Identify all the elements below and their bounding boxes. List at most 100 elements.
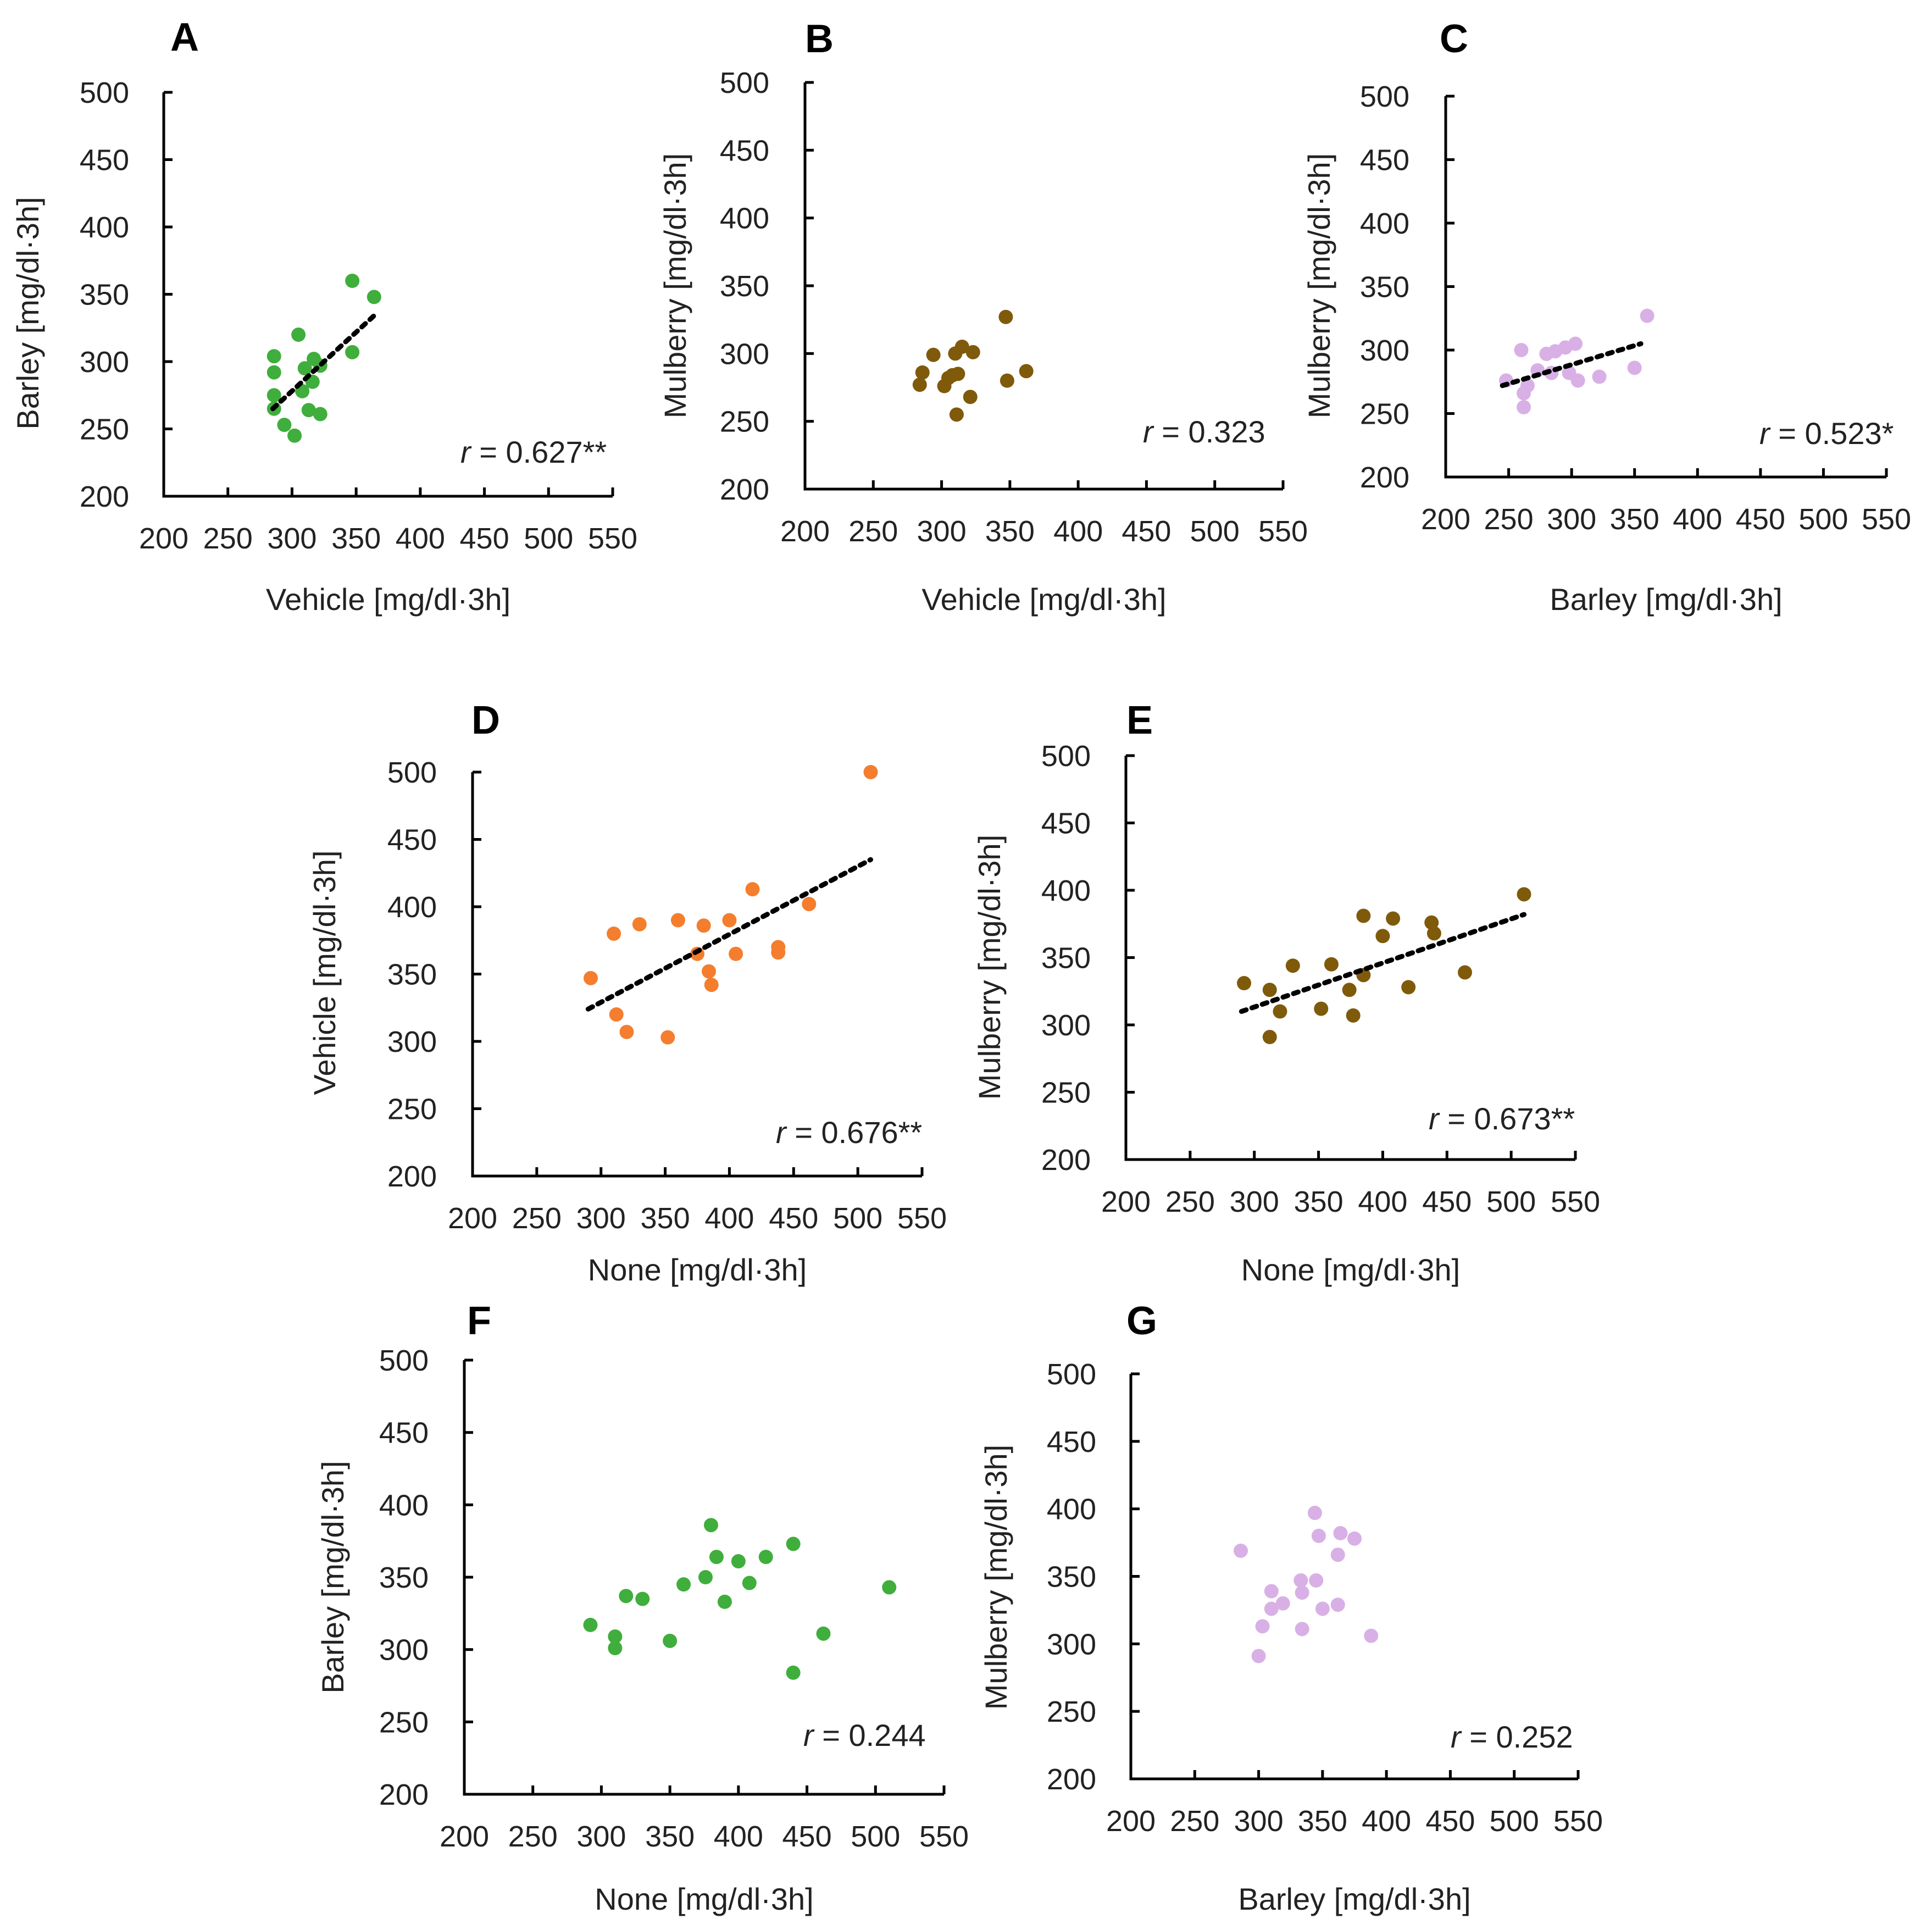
- data-point: [926, 347, 941, 362]
- y-tick-label: 450: [720, 134, 769, 167]
- data-point: [267, 365, 281, 380]
- x-axis-title: None [mg/dl·3h]: [1241, 1252, 1460, 1287]
- data-point: [609, 1007, 624, 1022]
- x-tick-label: 550: [1551, 1185, 1600, 1218]
- x-tick-label: 450: [769, 1202, 818, 1235]
- data-point: [863, 765, 878, 779]
- correlation-label: r = 0.676**: [776, 1115, 922, 1150]
- data-point: [267, 349, 281, 364]
- data-point: [1426, 926, 1441, 941]
- correlation-value: = 0.676**: [786, 1115, 923, 1150]
- data-point: [1424, 915, 1439, 930]
- data-point: [912, 378, 927, 392]
- y-tick-label: 450: [80, 144, 129, 177]
- y-tick-label: 350: [387, 958, 437, 991]
- x-tick-label: 300: [917, 515, 967, 548]
- x-tick-label: 350: [331, 522, 381, 555]
- x-tick-label: 400: [1053, 515, 1103, 548]
- data-point: [948, 346, 963, 361]
- x-tick-label: 250: [848, 515, 898, 548]
- y-tick-label: 250: [80, 413, 129, 446]
- data-point: [915, 365, 930, 380]
- correlation-value: = 0.523*: [1770, 416, 1894, 451]
- correlation-label: r = 0.244: [803, 1718, 926, 1752]
- panel-letter: C: [1440, 17, 1468, 61]
- data-point: [287, 428, 302, 443]
- data-point: [702, 964, 717, 979]
- data-point: [1539, 346, 1554, 361]
- x-tick-label: 450: [1122, 515, 1171, 548]
- x-axis-title: Barley [mg/dl·3h]: [1238, 1882, 1470, 1916]
- correlation-symbol: r: [1429, 1101, 1440, 1136]
- data-point: [722, 913, 737, 928]
- x-tick-label: 350: [645, 1820, 695, 1853]
- data-point: [1333, 1526, 1348, 1540]
- x-tick-label: 200: [440, 1820, 489, 1853]
- data-point: [277, 418, 292, 432]
- y-axis-title: Mulberry [mg/dl·3h]: [658, 153, 692, 418]
- x-tick-label: 250: [512, 1202, 562, 1235]
- data-point: [1237, 976, 1252, 991]
- data-point: [1309, 1573, 1324, 1588]
- x-tick-label: 200: [780, 515, 830, 548]
- x-tick-label: 500: [1190, 515, 1240, 548]
- correlation-value: = 0.323: [1153, 414, 1265, 449]
- y-tick-label: 450: [379, 1417, 429, 1450]
- data-point: [882, 1580, 897, 1595]
- data-point: [1295, 1585, 1309, 1600]
- data-point: [1019, 364, 1034, 379]
- y-tick-label: 450: [1360, 144, 1409, 177]
- y-axis-title: Barley [mg/dl·3h]: [315, 1461, 350, 1693]
- data-point: [1234, 1543, 1248, 1558]
- data-point: [1640, 308, 1655, 323]
- y-tick-label: 500: [720, 66, 769, 99]
- data-point: [1307, 1506, 1322, 1521]
- x-tick-label: 550: [1862, 503, 1911, 536]
- data-point: [1364, 1628, 1379, 1643]
- correlation-symbol: r: [460, 435, 472, 469]
- correlation-value: = 0.244: [814, 1718, 926, 1752]
- data-point: [1356, 908, 1371, 923]
- data-point: [731, 1554, 746, 1569]
- trend-line: [270, 312, 378, 412]
- data-point: [1275, 1596, 1290, 1611]
- y-tick-label: 500: [80, 76, 129, 109]
- correlation-label: r = 0.523*: [1759, 416, 1894, 451]
- data-point: [1285, 958, 1300, 973]
- x-tick-label: 550: [588, 522, 637, 555]
- x-tick-label: 500: [1490, 1805, 1539, 1838]
- data-point: [663, 1633, 678, 1648]
- panel-d: D 200 250 300 350 400 450 500 200 250 300 350 400 450…: [307, 698, 947, 1287]
- data-point: [1324, 957, 1339, 972]
- correlation-value: = 0.627**: [471, 435, 607, 469]
- data-point: [1000, 373, 1014, 388]
- data-point: [1330, 1548, 1345, 1562]
- y-tick-label: 500: [379, 1344, 429, 1377]
- x-axis-title: Vehicle [mg/dl·3h]: [921, 582, 1166, 617]
- panel-g: G 200 250 300 350 400 450 500 200 250 300 350 400 450…: [979, 1299, 1603, 1916]
- y-tick-label: 450: [387, 824, 437, 857]
- x-tick-label: 500: [851, 1820, 900, 1853]
- x-tick-label: 500: [833, 1202, 882, 1235]
- x-axis-title: None [mg/dl·3h]: [588, 1252, 807, 1287]
- x-tick-label: 400: [714, 1820, 763, 1853]
- y-tick-label: 300: [1041, 1009, 1091, 1042]
- data-point: [1401, 980, 1416, 995]
- x-axis-title: Barley [mg/dl·3h]: [1550, 582, 1782, 617]
- data-point: [729, 946, 743, 961]
- correlation-label: r = 0.252: [1451, 1720, 1573, 1754]
- correlation-symbol: r: [803, 1718, 815, 1752]
- x-tick-label: 550: [1553, 1805, 1603, 1838]
- axis-lines: [1124, 756, 1575, 1161]
- data-point: [313, 407, 327, 422]
- data-point: [1264, 1601, 1279, 1616]
- panel-c: C 200 250 300 350 400 450 500 200 250 300 350 400 450…: [1302, 17, 1911, 617]
- x-tick-label: 250: [1484, 503, 1534, 536]
- correlation-symbol: r: [1451, 1720, 1462, 1754]
- y-tick-label: 400: [379, 1489, 429, 1522]
- data-point: [1262, 1030, 1277, 1045]
- y-tick-label: 200: [1041, 1144, 1091, 1177]
- x-tick-label: 450: [460, 522, 509, 555]
- y-tick-label: 400: [1041, 874, 1091, 907]
